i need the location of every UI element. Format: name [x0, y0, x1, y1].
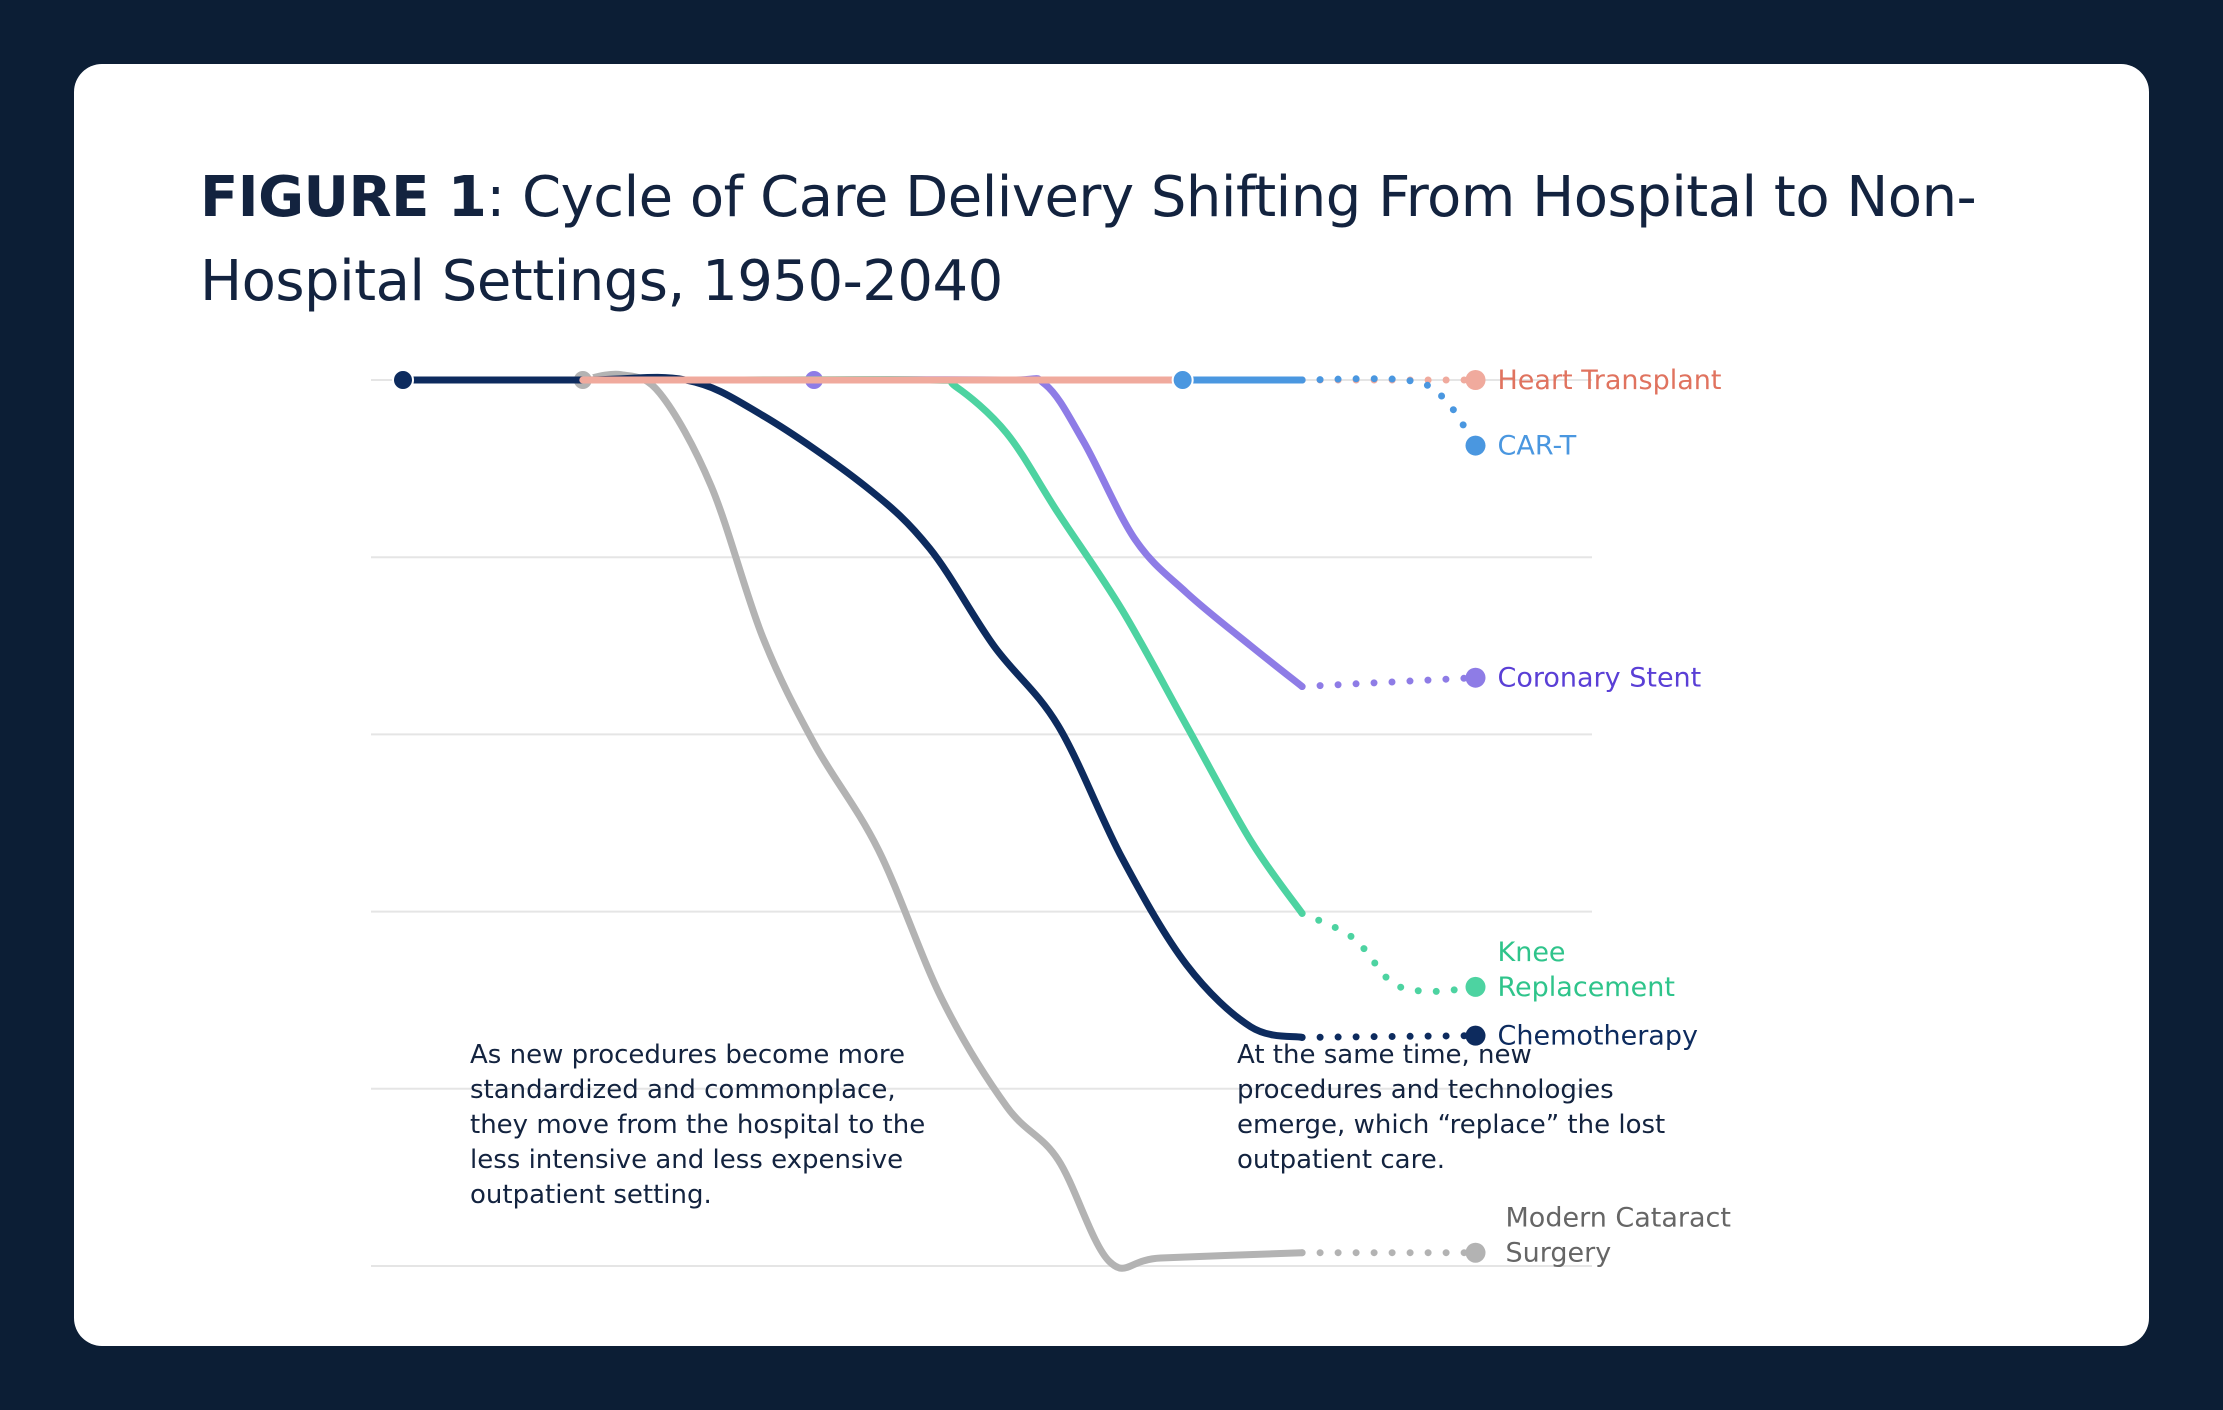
series-heart-transplant [579, 370, 1486, 390]
figure-title-bold: FIGURE 1 [200, 165, 487, 230]
modern-cataract-surgery-line [579, 370, 1306, 1272]
series-coronary-stent [803, 369, 1486, 691]
series-chemotheraphy [392, 369, 1486, 1046]
knee-replacement-projection-line [1298, 909, 1480, 995]
figure-card: FIGURE 1: Cycle of Care Delivery Shiftin… [74, 64, 2149, 1346]
series-modern-cataract-surgery [571, 369, 1486, 1272]
label-knee-replacement: Knee Replacement [1498, 937, 1675, 1003]
line-chart: Modern Cataract Surgery Coronary Stent Knee… [371, 365, 1732, 1272]
label-chemotheraphy-line-1: Chemotherapy [1498, 1021, 1698, 1052]
series-car-t [1171, 369, 1486, 456]
series-labels: Modern Cataract Surgery Coronary Stent Knee… [1498, 365, 1732, 1269]
car-t-projection-line [1298, 375, 1480, 450]
coronary-stent-end-point [1465, 667, 1486, 688]
coronary-stent-line [810, 375, 1306, 691]
gridlines [371, 379, 1592, 1267]
modern-cataract-surgery-end-point [1465, 1242, 1486, 1263]
knee-replacement-line [720, 376, 1306, 917]
label-chemotheraphy: Chemotherapy [1498, 1021, 1698, 1052]
chemotheraphy-start-point [392, 369, 414, 391]
annotation-left: As new procedures become more standardiz… [470, 1040, 926, 1210]
series-layer [392, 369, 1486, 1272]
figure-title-rest: : Cycle of Care Delivery Shifting From H… [200, 165, 1977, 314]
label-car-t-line-1: CAR-T [1498, 431, 1577, 462]
chemotheraphy-line [399, 373, 1306, 1041]
label-knee-replacement-line-1: Knee [1498, 937, 1566, 968]
heart-transplant-end-point [1465, 370, 1486, 390]
car-t-start-point [1171, 369, 1194, 391]
annotation-right: At the same time, new procedures and tec… [1237, 1040, 1666, 1175]
label-modern-cataract-surgery: Modern Cataract Surgery [1506, 1203, 1732, 1269]
label-car-t: CAR-T [1498, 431, 1577, 462]
knee-replacement-end-point [1465, 976, 1486, 997]
label-coronary-stent: Coronary Stent [1498, 663, 1702, 694]
label-knee-replacement-line-2: Replacement [1498, 972, 1675, 1003]
figure-title: FIGURE 1: Cycle of Care Delivery Shiftin… [200, 156, 2080, 324]
label-heart-transplant: Heart Transplant [1498, 365, 1722, 396]
label-modern-cataract-surgery-line-1: Modern Cataract [1506, 1203, 1732, 1234]
label-coronary-stent-line-1: Coronary Stent [1498, 663, 1702, 694]
label-modern-cataract-surgery-line-2: Surgery [1506, 1238, 1612, 1269]
chemotheraphy-end-point [1465, 1025, 1486, 1046]
label-heart-transplant-line-1: Heart Transplant [1498, 365, 1722, 396]
chemotheraphy-projection-line [1298, 1032, 1480, 1041]
car-t-end-point [1465, 435, 1486, 456]
series-knee-replacement [720, 376, 1486, 997]
coronary-stent-projection-line [1298, 674, 1480, 691]
